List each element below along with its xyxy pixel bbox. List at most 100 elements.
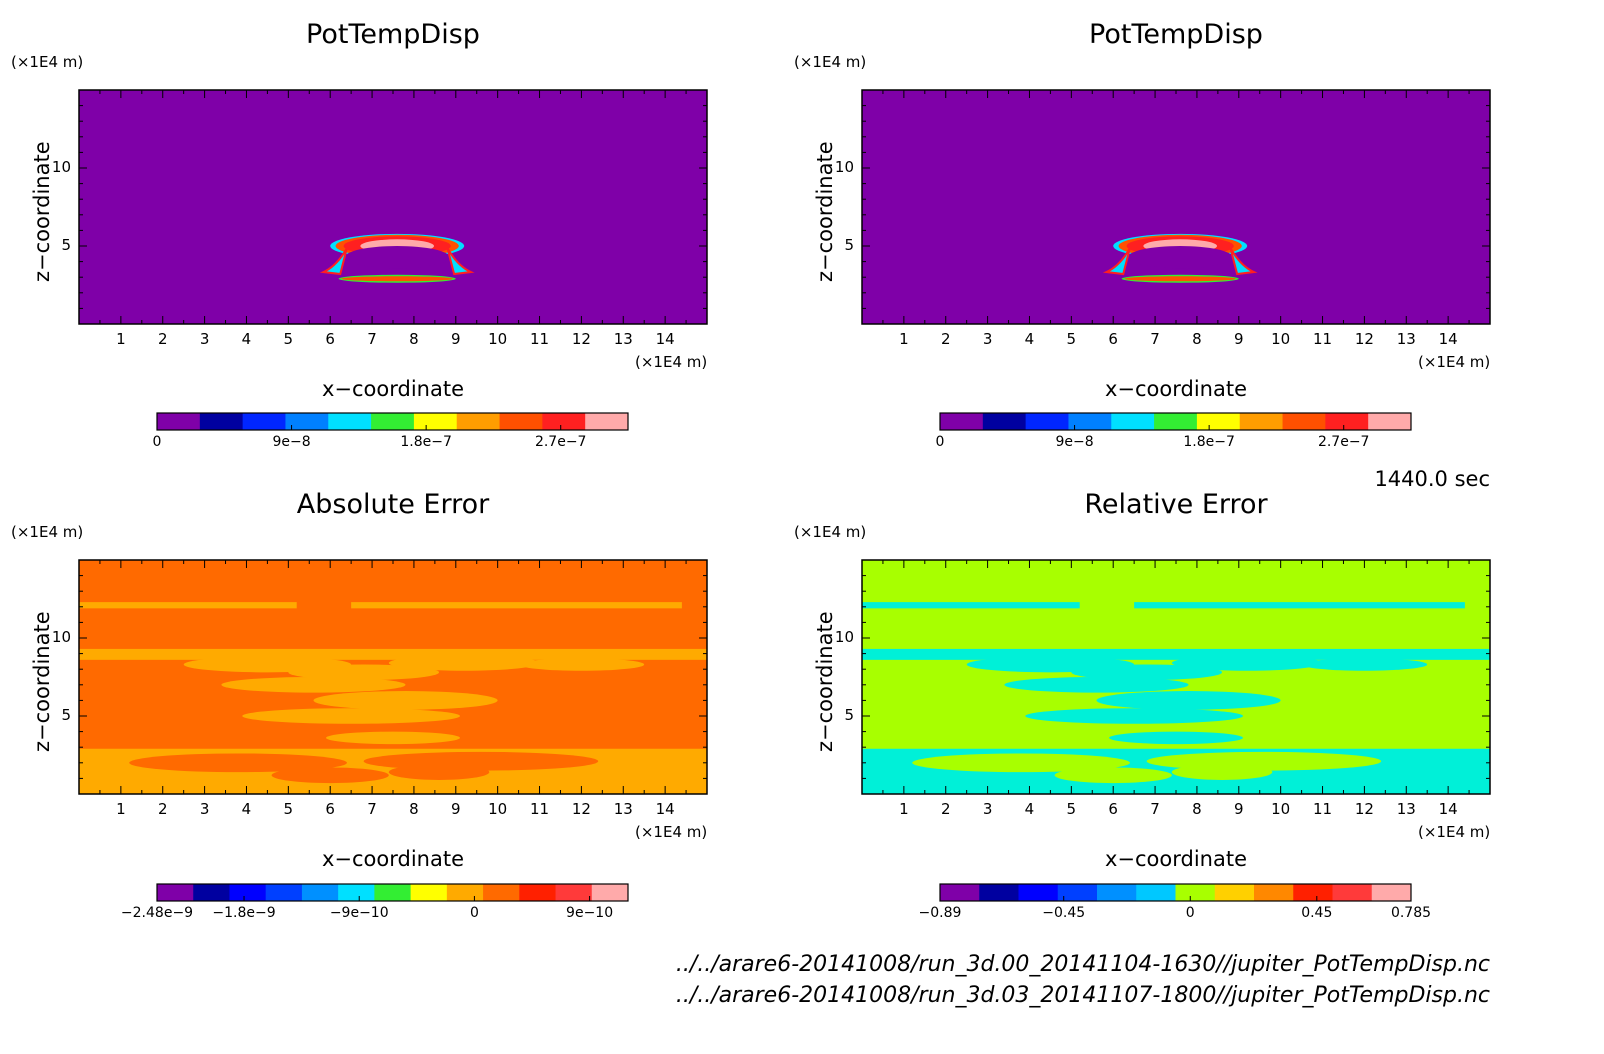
feature-band-inner [341, 276, 453, 282]
x-tick-label: 4 [1024, 330, 1035, 348]
feature-arch-leg-1 [1102, 247, 1131, 276]
field-patch [1171, 655, 1323, 671]
colorbar-segment [229, 884, 267, 901]
colorbar-tick-label: 0 [1185, 905, 1195, 921]
colorbar-segment [338, 884, 375, 901]
panel-3 [78, 559, 708, 902]
colorbar-segment [940, 884, 980, 901]
x-tick-label: 12 [1354, 330, 1374, 348]
x-tick-label: 14 [655, 800, 675, 818]
x-tick-label: 7 [1150, 800, 1160, 818]
feature-band-inner [1124, 276, 1236, 282]
colorbar-segment [1239, 413, 1284, 430]
colorbar-segment [242, 413, 286, 430]
colorbar-tick-label: 9e−8 [272, 434, 311, 450]
x-tick-label: 5 [283, 800, 294, 818]
x-tick-label: 4 [241, 800, 252, 818]
colorbar-segment [1175, 884, 1216, 901]
x-tick-label: 5 [1066, 330, 1077, 348]
field-band-2 [79, 648, 707, 660]
x-tick-label: 7 [367, 330, 377, 348]
colorbar-segment [265, 884, 303, 901]
colorbar-tick-label: −2.48e−9 [120, 905, 194, 921]
colorbar-segment [1097, 884, 1137, 901]
panel-title: PotTempDisp [306, 19, 480, 50]
x-tick-label: 1 [899, 330, 909, 348]
colorbar-segment [371, 413, 415, 430]
x-tick-label: 10 [488, 330, 508, 348]
x-tick-label: 8 [1192, 330, 1202, 348]
x-tick-label: 4 [1024, 800, 1035, 818]
x-tick-label: 9 [451, 330, 461, 348]
colorbar-segment [1254, 884, 1294, 901]
x-axis-label: x−coordinate [321, 377, 465, 401]
x-tick-label: 13 [1396, 800, 1416, 818]
x-tick-label: 13 [613, 800, 633, 818]
x-tick-label: 11 [1312, 330, 1333, 348]
colorbar-tick-label: −9e−10 [329, 905, 389, 921]
colorbar-segment [374, 884, 412, 901]
colorbar-tick-label: 9e−8 [1055, 434, 1094, 450]
field-patch [326, 731, 460, 745]
x-tick-label: 9 [1234, 800, 1244, 818]
y-tick-label: 5 [844, 236, 854, 254]
colorbar-segment [456, 413, 501, 430]
y-tick-label: 10 [834, 628, 854, 646]
field-patch [1096, 691, 1281, 710]
colorbar-segment [1136, 884, 1176, 901]
feature-arch-hollow [1127, 245, 1233, 269]
colorbar-segment [1214, 884, 1255, 901]
field-patch [129, 753, 347, 773]
field-patch [1054, 767, 1172, 784]
colorbar-segment [328, 413, 372, 430]
y-tick-label: 5 [61, 706, 71, 724]
x-tick-label: 6 [1108, 800, 1118, 818]
x-tick-label: 9 [451, 800, 461, 818]
x-tick-label: 11 [529, 330, 550, 348]
field-1 [79, 90, 707, 324]
field-patch [518, 658, 645, 671]
field-4 [862, 560, 1490, 794]
field-patch [313, 691, 498, 710]
field-patch [1171, 764, 1273, 780]
colorbar-segment [940, 413, 984, 430]
x-tick-label: 6 [325, 330, 335, 348]
y-unit-label: (×1E4 m) [11, 523, 84, 541]
field-patch [296, 601, 352, 610]
x-tick-label: 7 [1150, 330, 1160, 348]
y-tick-label: 10 [51, 628, 71, 646]
x-unit-label: (×1E4 m) [635, 353, 708, 371]
colorbar-segment [1057, 884, 1098, 901]
panel-1 [78, 89, 708, 431]
colorbar-segment [1282, 413, 1326, 430]
x-tick-label: 3 [982, 800, 993, 818]
panel-title: PotTempDisp [1089, 19, 1263, 50]
colorbar-segment [157, 413, 201, 430]
y-unit-label: (×1E4 m) [794, 53, 867, 71]
colorbar-segment [1368, 413, 1412, 430]
colorbar-segment [413, 413, 458, 430]
field-patch [681, 601, 707, 610]
colorbar-tick-label: −0.45 [1042, 905, 1086, 921]
colorbar-tick-label: −1.8e−9 [212, 905, 276, 921]
x-tick-label: 6 [1108, 330, 1118, 348]
x-tick-label: 12 [571, 330, 591, 348]
panel-title: Absolute Error [296, 489, 490, 520]
colorbar-segment [519, 884, 557, 901]
colorbar-segment [1293, 884, 1333, 901]
field-patch [1079, 601, 1135, 610]
colorbar-frame [156, 412, 629, 431]
colorbar-2 [939, 412, 1412, 431]
x-tick-label: 1 [116, 800, 126, 818]
colorbar-segment [157, 884, 194, 901]
colorbar-segment [446, 884, 484, 901]
x-tick-label: 3 [982, 330, 993, 348]
field-band-1 [862, 602, 1490, 609]
field-3 [79, 560, 707, 794]
colorbar-segment [1154, 413, 1198, 430]
colorbar-segment [1025, 413, 1069, 430]
x-tick-label: 6 [325, 800, 335, 818]
feature-arch-leg-2 [1229, 247, 1258, 276]
x-tick-label: 14 [655, 330, 675, 348]
colorbar-segment [1068, 413, 1112, 430]
